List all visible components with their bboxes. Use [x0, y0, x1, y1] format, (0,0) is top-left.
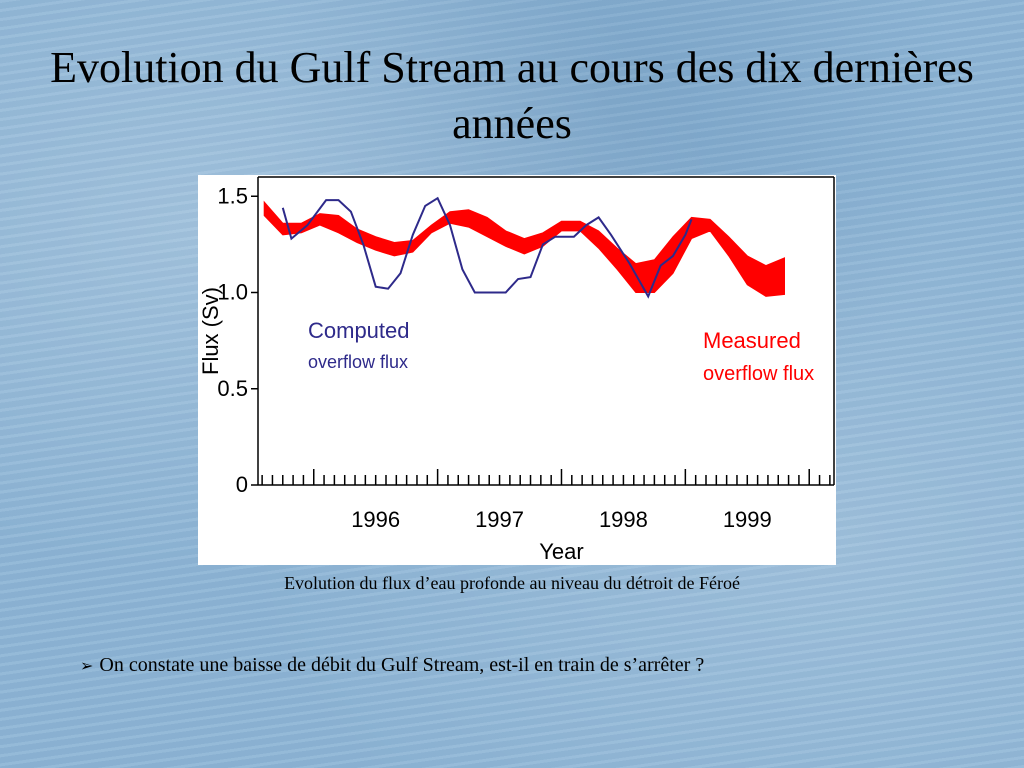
x-tick-label: 1996	[351, 507, 400, 532]
x-axis-title: Year	[539, 539, 583, 564]
x-tick-label: 1999	[723, 507, 772, 532]
slide-title: Evolution du Gulf Stream au cours des di…	[50, 43, 974, 148]
measured-label-line1: Measured	[703, 328, 801, 353]
x-tick-label: 1997	[475, 507, 524, 532]
measured-label-line2: overflow flux	[703, 363, 814, 385]
bullet-text: On constate une baisse de débit du Gulf …	[99, 654, 705, 676]
y-tick-label: 0.5	[217, 376, 248, 401]
chart-axes	[251, 176, 835, 486]
bullet-point: ➢ On constate une baisse de débit du Gulf…	[80, 654, 960, 677]
y-tick-label: 1.5	[217, 183, 248, 208]
y-axis-title: Flux (Sv)	[198, 287, 223, 375]
computed-label-line2: overflow flux	[308, 352, 408, 372]
flux-chart-svg: 00.51.01.519961997199819992000YearFlux (…	[198, 176, 835, 564]
computed-flux-line	[281, 196, 693, 299]
measured-flux-band	[263, 200, 785, 297]
arrowhead-bullet-icon: ➢	[80, 656, 94, 675]
y-tick-label: 1.0	[217, 280, 248, 305]
chart-caption: Evolution du flux d’eau profonde au nive…	[284, 573, 740, 593]
chart-series	[263, 196, 785, 299]
y-tick-label: 0	[236, 472, 248, 497]
x-tick-label: 1998	[599, 507, 648, 532]
chart-labels: 00.51.01.519961997199819992000YearFlux (…	[198, 183, 814, 564]
computed-label-line1: Computed	[308, 318, 410, 343]
flux-chart: 00.51.01.519961997199819992000YearFlux (…	[198, 175, 836, 565]
